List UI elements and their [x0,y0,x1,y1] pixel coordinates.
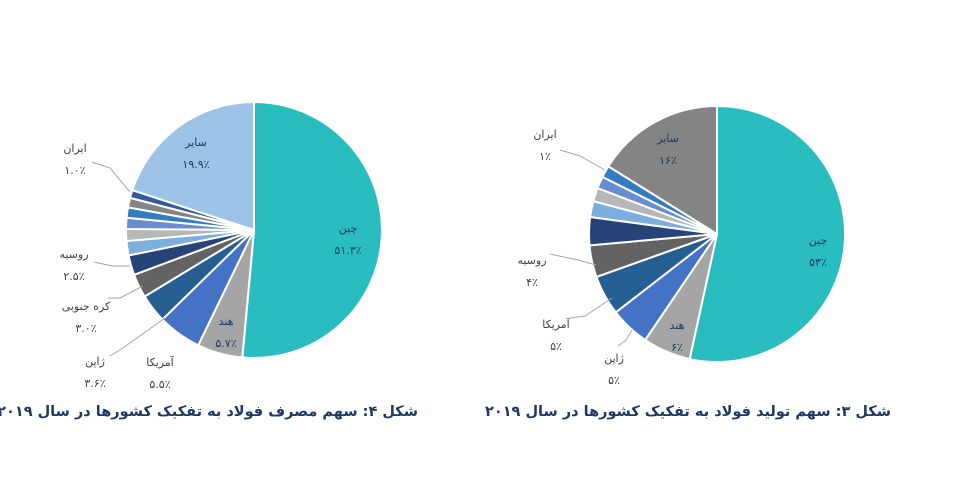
slice-value-label: ۶٪ [671,341,683,354]
leader-line [108,285,144,299]
slice-name-label: هند [670,319,685,332]
leader-line [93,261,130,267]
slice-value-label: ۱۹.۹٪ [182,158,209,171]
slice-value-label: ۱.۰٪ [64,164,85,177]
pie-chart-consumption: چین ۵۱.۳٪ هند ۵.۷٪ آمریکا ۵.۵٪ ژاپن ۳.۶٪ کره جنو… [59,100,383,391]
slice-name-label: ژاپن [85,355,105,368]
slice-name-label: هند [219,315,234,328]
slice-name-label: چین [809,234,828,247]
leader-line [559,149,606,171]
slice-name-label: کره جنوبی [62,300,111,313]
leader-line [569,297,613,319]
slice-value-label: ۳.۰٪ [75,322,96,335]
slice-name-label: ژاپن [604,352,624,365]
slice-value-label: ۵.۵٪ [149,378,170,391]
slice-name-label: ایران [63,142,86,155]
leader-line [549,253,597,266]
slice-value-label: ۲.۵٪ [63,270,84,283]
slice-value-label: ۵۱.۳٪ [334,244,361,257]
slice-name-label: سایر [656,132,679,145]
leader-line [617,329,633,347]
slice-value-label: ۵.۷٪ [215,337,236,350]
slice-value-label: ۱٪ [539,150,551,163]
slice-value-label: ۵۳٪ [809,256,827,269]
chart-production-title: شکل ۳: سهم تولید فولاد به تفکیک کشورها د… [485,404,891,420]
leader-line [91,161,131,193]
pie-slice-سایر [606,104,718,236]
leader-line [109,317,166,357]
slice-name-label: آمریکا [542,317,570,331]
slice-value-label: ۱۶٪ [659,154,677,167]
slice-name-label: سایر [184,136,207,149]
pie-slice-چین [688,104,846,363]
pie-slice-چین [241,100,383,359]
slice-name-label: آمریکا [146,355,174,369]
slice-name-label: روسیه [59,248,88,261]
slice-value-label: ۵٪ [550,340,562,353]
slice-value-label: ۴٪ [526,276,538,289]
slice-name-label: روسیه [517,254,546,267]
slice-value-label: ۵٪ [608,374,620,387]
chart-consumption-title: شکل ۴: سهم مصرف فولاد به تفکیک کشورها در… [0,404,418,420]
slice-name-label: چین [339,222,358,235]
pie-chart-production: چین ۵۳٪ هند ۶٪ ژاپن ۵٪ آمریکا ۵٪ روسیه ۴٪ ایران ۱٪ س… [517,104,846,387]
slice-value-label: ۳.۶٪ [84,377,105,390]
slice-name-label: ایران [533,128,556,141]
pie-slice-سایر [131,100,255,232]
